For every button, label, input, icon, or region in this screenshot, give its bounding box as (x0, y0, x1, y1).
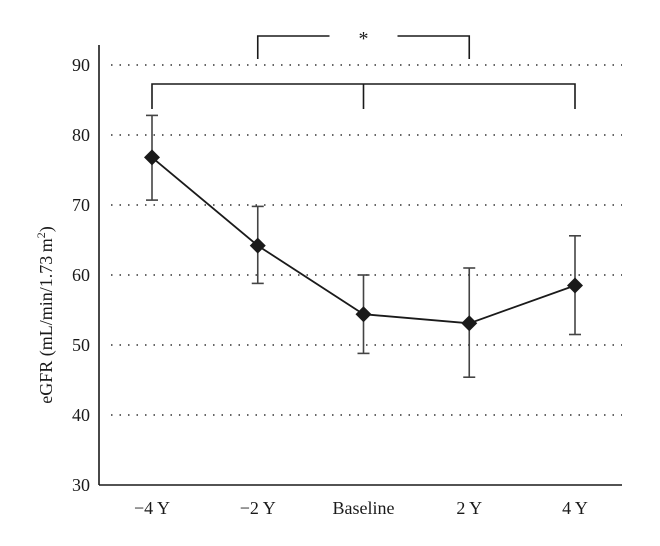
y-axis-title-main: eGFR (mL/min/1.73 m (36, 238, 57, 404)
y-tick-label-50: 50 (72, 335, 90, 355)
data-point-4 (567, 277, 583, 294)
y-axis: 30 40 50 60 70 80 90 (72, 45, 100, 495)
y-axis-title-close: ) (36, 226, 57, 232)
significance-brackets: * (151, 28, 576, 109)
y-axis-title-sup: 2 (34, 232, 48, 238)
bracket-upper-left (256, 35, 330, 59)
y-axis-title: eGFR (mL/min/1.73 m2) (34, 226, 57, 404)
data-point-2 (355, 306, 372, 323)
y-tick-label-30: 30 (72, 475, 90, 495)
y-tick-label-80: 80 (72, 125, 90, 145)
y-tick-label-40: 40 (72, 405, 90, 425)
y-tick-label-90: 90 (72, 55, 90, 75)
bracket-upper-right (397, 35, 471, 59)
data-point-3 (461, 315, 478, 332)
data-point-1 (249, 237, 266, 254)
y-tick-label-60: 60 (72, 265, 90, 285)
x-tick-label-2: Baseline (333, 498, 395, 518)
x-axis: −4 Y −2 Y Baseline 2 Y 4 Y (99, 484, 622, 518)
data-point-0 (144, 149, 160, 166)
data-markers (144, 149, 583, 332)
x-tick-label-0: −4 Y (134, 498, 170, 518)
x-tick-label-3: 2 Y (456, 498, 482, 518)
significance-asterisk: * (359, 28, 369, 50)
x-tick-label-1: −2 Y (240, 498, 276, 518)
error-bars (146, 114, 581, 379)
grid-lines (111, 64, 622, 416)
y-tick-label-70: 70 (72, 195, 90, 215)
x-tick-label-4: 4 Y (562, 498, 588, 518)
